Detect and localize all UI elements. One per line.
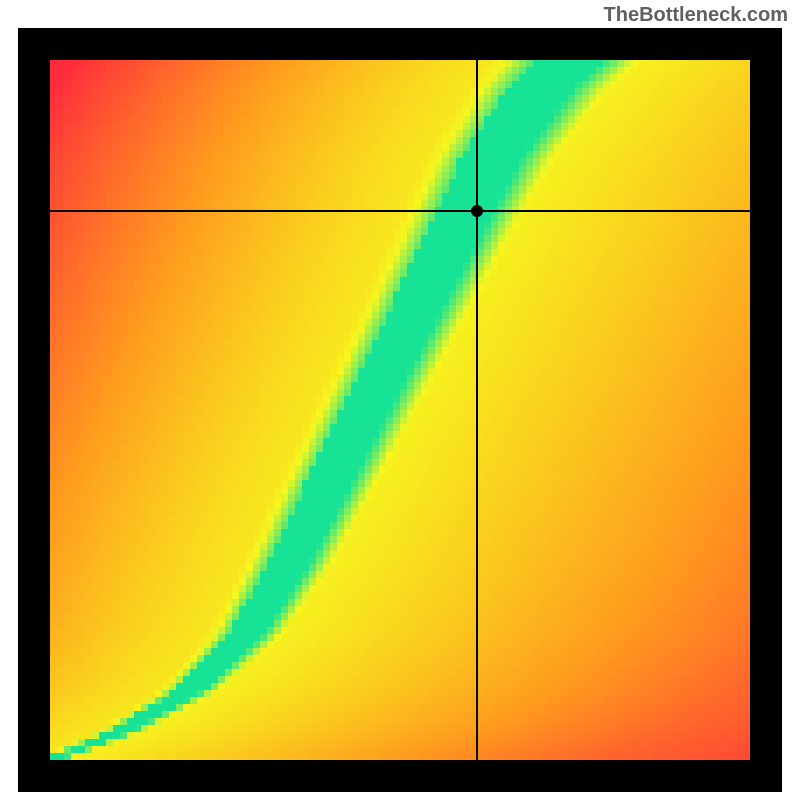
crosshair-horizontal — [50, 210, 750, 212]
crosshair-vertical — [476, 60, 478, 760]
crosshair-marker — [471, 205, 483, 217]
heatmap-canvas — [50, 60, 750, 760]
attribution-text: TheBottleneck.com — [604, 4, 788, 27]
plot-frame — [18, 28, 782, 792]
